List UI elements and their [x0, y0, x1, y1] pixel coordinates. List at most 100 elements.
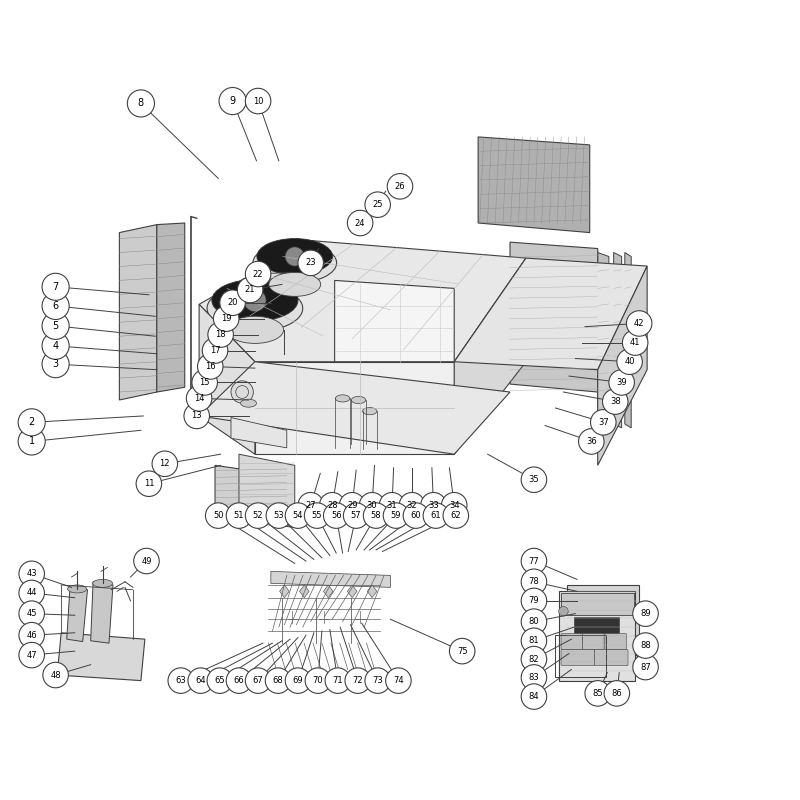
FancyBboxPatch shape: [561, 650, 594, 666]
Circle shape: [246, 262, 271, 286]
Polygon shape: [299, 585, 309, 598]
Text: 82: 82: [529, 654, 539, 663]
Circle shape: [379, 493, 405, 518]
Text: 44: 44: [26, 589, 37, 598]
Ellipse shape: [241, 399, 257, 407]
Circle shape: [363, 503, 389, 528]
Circle shape: [345, 668, 370, 694]
Text: 17: 17: [210, 346, 220, 355]
Text: 28: 28: [327, 501, 338, 510]
Circle shape: [168, 668, 194, 694]
Text: 25: 25: [373, 200, 383, 209]
Circle shape: [578, 429, 604, 454]
Ellipse shape: [351, 397, 366, 403]
Text: 15: 15: [199, 378, 210, 387]
Circle shape: [521, 665, 546, 690]
Circle shape: [208, 322, 234, 347]
Text: 65: 65: [214, 676, 225, 685]
Polygon shape: [559, 591, 635, 681]
Circle shape: [19, 622, 45, 648]
Circle shape: [386, 668, 411, 694]
Circle shape: [214, 306, 239, 331]
Circle shape: [443, 503, 469, 528]
Text: 86: 86: [611, 689, 622, 698]
Text: 52: 52: [253, 511, 263, 520]
Circle shape: [365, 668, 390, 694]
Circle shape: [521, 628, 546, 654]
Polygon shape: [255, 362, 454, 454]
Circle shape: [521, 609, 546, 634]
Circle shape: [18, 428, 46, 455]
Text: 22: 22: [253, 270, 263, 278]
Text: 38: 38: [610, 397, 621, 406]
FancyBboxPatch shape: [605, 634, 626, 650]
Polygon shape: [614, 253, 622, 428]
Circle shape: [42, 350, 69, 378]
Text: 69: 69: [293, 676, 303, 685]
Text: 71: 71: [333, 676, 343, 685]
Text: 55: 55: [312, 511, 322, 520]
Circle shape: [521, 646, 546, 672]
Circle shape: [622, 330, 648, 355]
Circle shape: [604, 681, 630, 706]
Text: 1: 1: [29, 437, 34, 446]
Circle shape: [347, 210, 373, 236]
Text: 2: 2: [29, 418, 35, 427]
Ellipse shape: [362, 407, 377, 414]
Circle shape: [42, 292, 69, 319]
Text: 56: 56: [331, 511, 342, 520]
Text: 36: 36: [586, 437, 597, 446]
Circle shape: [42, 312, 69, 339]
Circle shape: [285, 247, 304, 266]
Circle shape: [19, 561, 45, 586]
Circle shape: [339, 493, 365, 518]
Text: 9: 9: [230, 96, 236, 106]
Text: 58: 58: [370, 511, 382, 520]
Circle shape: [617, 349, 642, 374]
Circle shape: [558, 606, 568, 616]
Circle shape: [244, 289, 266, 311]
Text: 42: 42: [634, 319, 645, 328]
FancyBboxPatch shape: [582, 634, 604, 650]
Text: 34: 34: [449, 501, 459, 510]
Circle shape: [521, 548, 546, 574]
Text: 75: 75: [457, 646, 467, 656]
Text: 68: 68: [273, 676, 283, 685]
Circle shape: [365, 192, 390, 218]
Text: 16: 16: [205, 362, 215, 371]
Circle shape: [403, 503, 429, 528]
Ellipse shape: [257, 238, 333, 274]
Text: 5: 5: [53, 321, 58, 331]
Polygon shape: [119, 225, 157, 400]
Polygon shape: [199, 304, 255, 454]
Circle shape: [450, 638, 475, 664]
Ellipse shape: [269, 273, 321, 296]
Circle shape: [626, 310, 652, 336]
FancyBboxPatch shape: [594, 650, 628, 666]
Circle shape: [305, 668, 330, 694]
Circle shape: [585, 681, 610, 706]
Circle shape: [298, 250, 323, 276]
Text: 88: 88: [640, 641, 651, 650]
Text: 79: 79: [529, 596, 539, 606]
Polygon shape: [323, 585, 333, 598]
Text: 31: 31: [386, 501, 398, 510]
Text: 49: 49: [142, 557, 152, 566]
Polygon shape: [574, 617, 619, 633]
Circle shape: [134, 548, 159, 574]
Text: 32: 32: [406, 501, 418, 510]
Text: 80: 80: [529, 617, 539, 626]
Text: 30: 30: [366, 501, 378, 510]
Circle shape: [18, 409, 46, 436]
Text: 40: 40: [624, 358, 635, 366]
Text: 6: 6: [53, 301, 58, 311]
Circle shape: [266, 503, 291, 528]
Text: 39: 39: [616, 378, 627, 387]
Polygon shape: [598, 266, 647, 466]
Text: 47: 47: [26, 650, 37, 660]
Polygon shape: [280, 585, 289, 598]
Circle shape: [220, 290, 246, 315]
Text: 50: 50: [213, 511, 223, 520]
Polygon shape: [598, 253, 609, 428]
Circle shape: [226, 503, 252, 528]
